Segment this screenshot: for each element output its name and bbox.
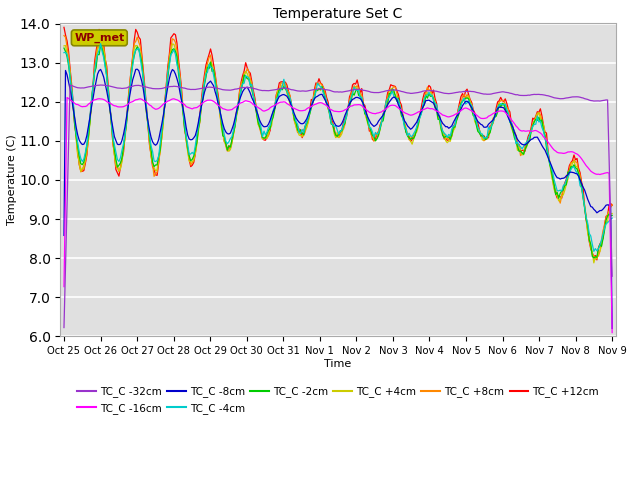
TC_C -16cm — [129, 99, 136, 105]
TC_C -4cm — [97, 41, 104, 47]
TC_C -8cm — [253, 108, 260, 113]
TC_C -8cm — [60, 232, 68, 238]
TC_C -2cm — [225, 143, 233, 149]
TC_C +12cm — [608, 203, 616, 208]
Line: TC_C -32cm: TC_C -32cm — [64, 85, 612, 327]
TC_C +12cm — [242, 60, 250, 66]
Line: TC_C -4cm: TC_C -4cm — [64, 44, 612, 252]
Line: TC_C +8cm: TC_C +8cm — [64, 36, 612, 259]
TC_C +8cm — [251, 100, 259, 106]
TC_C -2cm — [243, 76, 251, 82]
TC_C +4cm — [301, 127, 309, 133]
TC_C -16cm — [301, 108, 309, 113]
TC_C -16cm — [253, 103, 260, 109]
TC_C -2cm — [253, 109, 260, 115]
TC_C -4cm — [129, 63, 136, 69]
X-axis label: Time: Time — [324, 359, 352, 369]
TC_C +8cm — [60, 33, 68, 38]
TC_C -4cm — [60, 50, 68, 56]
TC_C +12cm — [223, 146, 231, 152]
TC_C -16cm — [579, 158, 587, 164]
Y-axis label: Temperature (C): Temperature (C) — [7, 134, 17, 225]
TC_C +4cm — [253, 106, 260, 112]
TC_C -2cm — [579, 194, 587, 200]
TC_C +12cm — [593, 257, 601, 263]
Line: TC_C -2cm: TC_C -2cm — [64, 45, 612, 258]
TC_C +4cm — [225, 148, 233, 154]
TC_C +12cm — [127, 67, 135, 73]
TC_C -16cm — [243, 98, 251, 104]
TC_C +12cm — [300, 128, 308, 133]
TC_C +8cm — [608, 202, 616, 207]
Line: TC_C +4cm: TC_C +4cm — [64, 44, 612, 263]
TC_C -2cm — [60, 45, 68, 51]
TC_C +4cm — [243, 71, 251, 76]
TC_C -32cm — [225, 87, 233, 93]
TC_C +4cm — [127, 72, 135, 78]
TC_C -16cm — [608, 330, 616, 336]
TC_C -2cm — [590, 255, 598, 261]
TC_C -32cm — [253, 86, 260, 92]
TC_C -32cm — [60, 324, 68, 330]
TC_C -2cm — [301, 124, 309, 130]
TC_C -32cm — [243, 84, 251, 90]
TC_C -16cm — [225, 107, 233, 113]
TC_C -2cm — [97, 42, 104, 48]
Line: TC_C +12cm: TC_C +12cm — [64, 27, 612, 260]
TC_C -4cm — [253, 105, 260, 110]
TC_C -8cm — [608, 325, 616, 331]
TC_C -8cm — [243, 84, 251, 90]
TC_C -4cm — [608, 215, 616, 221]
TC_C -8cm — [133, 66, 141, 72]
TC_C -4cm — [579, 194, 587, 200]
TC_C -4cm — [225, 139, 233, 144]
TC_C +4cm — [168, 41, 176, 47]
TC_C +12cm — [578, 180, 586, 185]
TC_C -8cm — [127, 85, 135, 91]
TC_C +4cm — [608, 211, 616, 216]
TC_C -32cm — [608, 274, 616, 279]
TC_C +4cm — [590, 260, 598, 266]
TC_C +4cm — [60, 43, 68, 49]
TC_C -16cm — [60, 284, 68, 289]
TC_C -32cm — [129, 84, 136, 89]
TC_C -2cm — [129, 60, 136, 66]
TC_C -32cm — [301, 88, 309, 94]
TC_C -8cm — [301, 119, 309, 124]
TC_C -4cm — [243, 74, 251, 80]
TC_C +8cm — [578, 183, 586, 189]
TC_C -2cm — [608, 213, 616, 218]
Text: WP_met: WP_met — [74, 33, 124, 43]
Title: Temperature Set C: Temperature Set C — [273, 7, 403, 21]
Legend: TC_C -32cm, TC_C -16cm, TC_C -8cm, TC_C -4cm, TC_C -2cm, TC_C +4cm, TC_C +8cm, T: TC_C -32cm, TC_C -16cm, TC_C -8cm, TC_C … — [73, 383, 604, 418]
TC_C +8cm — [242, 70, 250, 75]
TC_C +8cm — [300, 132, 308, 138]
TC_C -32cm — [579, 95, 587, 101]
TC_C -32cm — [97, 82, 104, 88]
TC_C -8cm — [225, 131, 233, 137]
Line: TC_C -8cm: TC_C -8cm — [64, 69, 612, 328]
TC_C -16cm — [63, 95, 71, 100]
TC_C -8cm — [579, 184, 587, 190]
TC_C +4cm — [579, 195, 587, 201]
Line: TC_C -16cm: TC_C -16cm — [64, 97, 612, 333]
TC_C +12cm — [60, 24, 68, 30]
TC_C +8cm — [223, 148, 231, 154]
TC_C +12cm — [251, 95, 259, 101]
TC_C -4cm — [590, 249, 598, 254]
TC_C +8cm — [127, 67, 135, 72]
TC_C -4cm — [301, 123, 309, 129]
TC_C +8cm — [591, 256, 599, 262]
